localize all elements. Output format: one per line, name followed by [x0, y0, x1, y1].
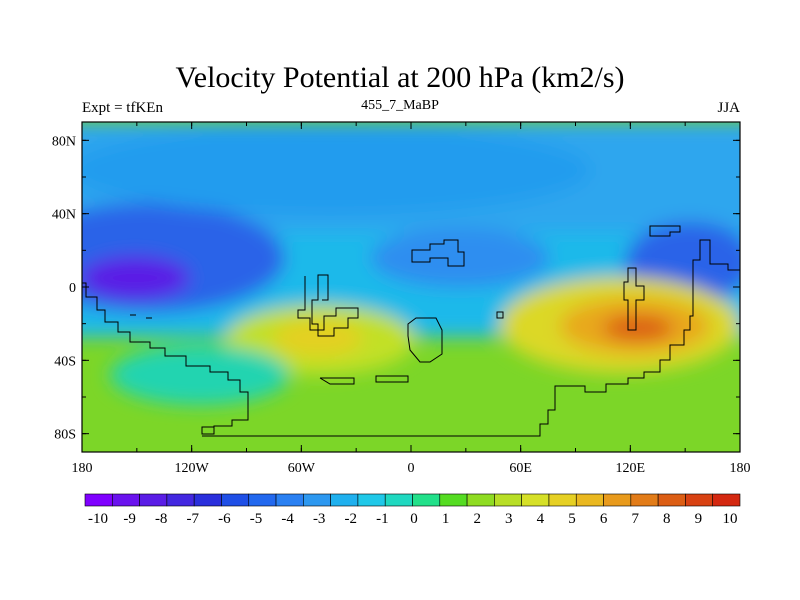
colorbar-label: -3	[313, 511, 326, 527]
colorbar-box	[111, 493, 140, 507]
coastline-path	[496, 311, 504, 319]
x-tick-label: 180	[730, 461, 751, 476]
field-blob-atlantic	[82, 125, 590, 215]
colorbar-box	[466, 493, 495, 507]
y-tick-label: 80N	[52, 134, 76, 149]
coastline-path	[82, 282, 249, 435]
season-label: JJA	[717, 100, 740, 116]
colorbar-label: -6	[218, 511, 231, 527]
colorbar-box	[384, 493, 413, 507]
colorbar-box	[439, 493, 468, 507]
x-tick-label: 0	[408, 461, 415, 476]
colorbar-box	[712, 493, 741, 507]
coastline-path	[297, 274, 359, 337]
colorbar-label: 2	[473, 511, 481, 527]
colorbar-label: -7	[187, 511, 200, 527]
field-blob-indopac-core	[603, 315, 673, 341]
colorbar-label: 1	[442, 511, 450, 527]
colorbar-box	[412, 493, 441, 507]
x-tick-label: 120E	[616, 461, 646, 476]
y-tick-label: 40S	[54, 354, 76, 369]
x-tick-label: 180	[72, 461, 93, 476]
coastline-path	[319, 377, 355, 385]
y-axis-ticks: 80N 40N 0 40S 80S	[52, 134, 740, 443]
coastline-path	[375, 375, 409, 383]
colorbar-box	[248, 493, 277, 507]
colorbar-box	[548, 493, 577, 507]
colorbar-box	[330, 493, 359, 507]
x-tick-label: 120W	[175, 461, 210, 476]
colorbar-box	[494, 493, 522, 507]
colorbar-box	[603, 493, 632, 507]
colorbar-label: -2	[345, 511, 358, 527]
heatmap-field	[82, 122, 740, 452]
field-blob-africa	[370, 228, 550, 288]
colorbar-label: 0	[410, 511, 418, 527]
colorbar-box	[303, 493, 331, 507]
colorbar-label: 6	[600, 511, 608, 527]
colorbar-label: 3	[505, 511, 513, 527]
colorbar-label: 10	[723, 511, 738, 527]
colorbar-box	[275, 493, 304, 507]
colorbar-box	[84, 493, 113, 507]
colorbar-label: 8	[663, 511, 671, 527]
run-label: 455_7_MaBP	[361, 98, 439, 113]
colorbar-box	[521, 493, 550, 507]
coastline-path	[411, 239, 465, 267]
field-blob-pacific-core	[82, 256, 190, 300]
field-blob-southcyan	[110, 345, 290, 405]
colorbar-box	[193, 493, 222, 507]
x-tick-label: 60E	[509, 461, 532, 476]
colorbar-label: 5	[568, 511, 576, 527]
colorbar-label: -8	[155, 511, 168, 527]
colorbar-label: -5	[250, 511, 263, 527]
y-tick-label: 80S	[54, 428, 76, 443]
colorbar-label: 4	[537, 511, 545, 527]
experiment-label: Expt = tfKEn	[82, 100, 163, 116]
colorbar-label: -1	[376, 511, 389, 527]
coastline-path	[623, 267, 645, 331]
colorbar-label: -9	[123, 511, 136, 527]
colorbar-box	[685, 493, 714, 507]
colorbar-box	[166, 493, 195, 507]
y-tick-label: 0	[69, 281, 76, 296]
colorbar-box	[357, 493, 386, 507]
colorbar-box	[657, 493, 686, 507]
colorbar-label: -10	[88, 511, 108, 527]
coastline-outlines	[82, 225, 740, 437]
colorbar-box	[575, 493, 604, 507]
colorbar-box	[139, 493, 168, 507]
coastline-path	[130, 314, 152, 319]
field-blob-samerica-core	[273, 320, 363, 356]
colorbar-box	[221, 493, 250, 507]
coastline-path	[649, 225, 681, 237]
coastline-path	[407, 317, 443, 363]
y-tick-label: 40N	[52, 208, 76, 223]
chart-title: Velocity Potential at 200 hPa (km2/s)	[175, 61, 625, 94]
colorbar-label: -4	[281, 511, 294, 527]
x-tick-label: 60W	[288, 461, 316, 476]
x-axis-ticks: 180 120W 60W 0 60E 120E 180	[72, 122, 751, 476]
coastline-path	[202, 239, 740, 437]
colorbar-label: 9	[695, 511, 703, 527]
colorbar-label: 7	[631, 511, 639, 527]
colorbar-box	[630, 493, 659, 507]
colorbar: -10 -9 -8 -7 -6 -5 -4 -3 -2 -1 0 1 2 3 4 5 6 7 8 9 10	[84, 493, 741, 527]
